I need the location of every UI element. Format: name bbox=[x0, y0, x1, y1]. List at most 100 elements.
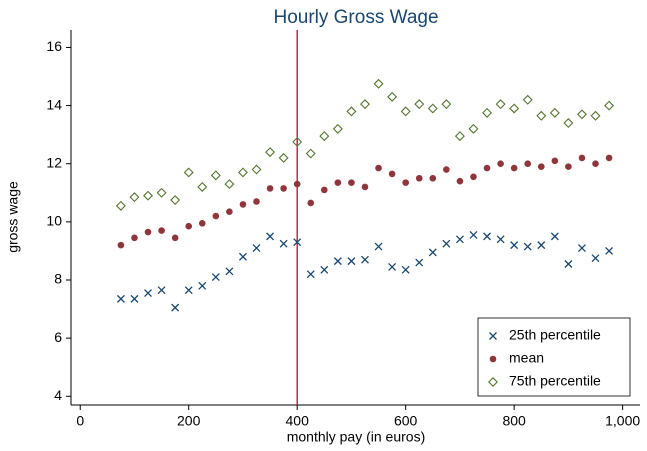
marker-diamond bbox=[522, 94, 533, 105]
marker-diamond bbox=[495, 99, 506, 110]
marker-x bbox=[415, 258, 424, 267]
marker-dot bbox=[144, 228, 152, 236]
marker-dot bbox=[266, 185, 274, 192]
marker-diamond bbox=[427, 103, 438, 114]
marker-x bbox=[374, 242, 383, 251]
marker-x bbox=[333, 257, 342, 266]
marker-x bbox=[496, 235, 505, 244]
legend-box bbox=[477, 317, 631, 397]
marker-x bbox=[489, 332, 497, 340]
x-tick-label: 600 bbox=[394, 413, 418, 429]
marker-x bbox=[361, 255, 369, 264]
marker-x bbox=[157, 286, 166, 295]
marker-diamond bbox=[590, 110, 601, 121]
marker-diamond bbox=[143, 190, 154, 201]
marker-x bbox=[211, 273, 220, 282]
marker-diamond bbox=[549, 107, 560, 118]
marker-dot bbox=[307, 199, 315, 207]
legend: 25th percentile mean 75th percentile bbox=[477, 317, 631, 397]
marker-x bbox=[537, 241, 546, 250]
marker-x bbox=[293, 238, 302, 247]
marker-diamond bbox=[251, 164, 262, 175]
marker-diamond bbox=[454, 131, 465, 142]
marker-diamond bbox=[563, 118, 574, 129]
marker-diamond bbox=[292, 136, 303, 147]
marker-dot bbox=[253, 198, 260, 205]
marker-dot bbox=[348, 179, 355, 186]
marker-diamond bbox=[224, 179, 235, 190]
y-tick-label: 16 bbox=[46, 38, 62, 54]
marker-dot bbox=[375, 164, 382, 172]
marker-x bbox=[564, 260, 573, 268]
x-tick-label: 800 bbox=[502, 413, 526, 429]
marker-diamond bbox=[373, 78, 384, 89]
x-tick-label: 200 bbox=[177, 413, 201, 429]
marker-diamond bbox=[604, 100, 615, 111]
marker-x bbox=[469, 230, 478, 239]
marker-x bbox=[550, 232, 559, 241]
marker-diamond bbox=[509, 103, 520, 114]
marker-diamond bbox=[468, 123, 479, 134]
marker-x bbox=[388, 262, 397, 271]
marker-dot bbox=[524, 160, 532, 168]
marker-dot bbox=[489, 355, 497, 363]
marker-diamond bbox=[265, 147, 276, 158]
marker-dot bbox=[280, 185, 287, 192]
y-tick-label: 4 bbox=[54, 387, 62, 403]
marker-dot bbox=[293, 180, 301, 188]
marker-x bbox=[442, 239, 451, 248]
marker-diamond bbox=[197, 181, 208, 192]
y-tick-label: 8 bbox=[54, 271, 62, 287]
marker-diamond bbox=[156, 187, 167, 198]
marker-x bbox=[184, 286, 193, 295]
y-tick-label: 6 bbox=[54, 329, 62, 345]
x-tick-label: 400 bbox=[286, 413, 310, 429]
y-tick-label: 14 bbox=[46, 96, 62, 112]
marker-dot bbox=[592, 160, 599, 168]
x-axis-label: monthly pay (in euros) bbox=[287, 429, 426, 445]
marker-x bbox=[591, 254, 600, 263]
marker-dot bbox=[605, 154, 613, 162]
marker-x bbox=[171, 303, 180, 312]
legend-label: mean bbox=[509, 350, 544, 366]
marker-dot bbox=[497, 160, 504, 168]
y-tick-label: 12 bbox=[46, 154, 62, 170]
y-axis-label: gross wage bbox=[5, 181, 21, 253]
marker-diamond bbox=[305, 148, 316, 159]
marker-dot bbox=[510, 164, 518, 172]
marker-diamond bbox=[115, 200, 126, 211]
marker-diamond bbox=[278, 152, 289, 163]
marker-dot bbox=[578, 154, 586, 162]
marker-dot bbox=[415, 174, 423, 182]
marker-x bbox=[483, 232, 491, 241]
marker-dot bbox=[321, 186, 328, 194]
marker-dot bbox=[388, 170, 396, 178]
marker-diamond bbox=[237, 167, 248, 178]
marker-x bbox=[455, 235, 464, 244]
marker-x bbox=[144, 289, 152, 298]
marker-x bbox=[320, 265, 329, 274]
marker-diamond bbox=[482, 107, 493, 118]
marker-dot bbox=[198, 220, 206, 227]
marker-x bbox=[523, 242, 532, 251]
marker-x bbox=[510, 241, 519, 250]
marker-diamond bbox=[332, 123, 343, 134]
marker-dot bbox=[537, 163, 545, 170]
marker-dot bbox=[402, 179, 409, 186]
marker-x bbox=[198, 281, 207, 290]
marker-dot bbox=[429, 174, 437, 182]
marker-x bbox=[130, 294, 139, 303]
marker-diamond bbox=[441, 99, 452, 110]
marker-x bbox=[225, 267, 234, 276]
marker-dot bbox=[470, 173, 477, 181]
marker-dot bbox=[131, 234, 138, 242]
marker-x bbox=[347, 257, 356, 266]
marker-dot bbox=[551, 157, 559, 165]
y-tick-label: 10 bbox=[46, 213, 62, 229]
marker-x bbox=[238, 252, 247, 261]
x-tick-label: 0 bbox=[76, 413, 84, 429]
marker-dot bbox=[171, 234, 179, 242]
marker-dot bbox=[185, 222, 193, 230]
marker-diamond bbox=[488, 377, 498, 387]
